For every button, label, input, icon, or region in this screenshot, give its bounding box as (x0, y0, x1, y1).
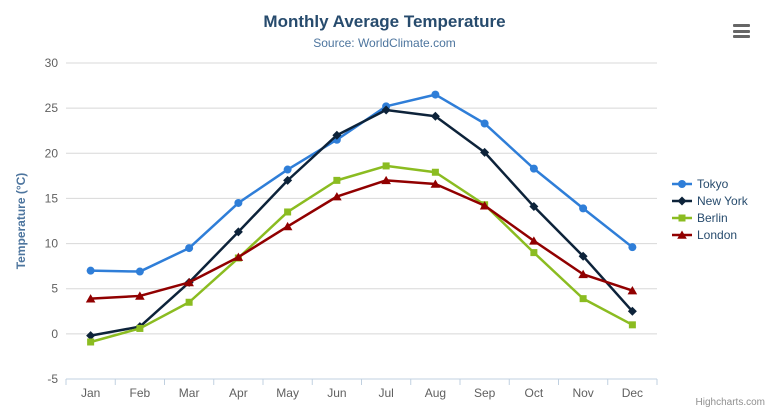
x-axis-label: Jun (327, 386, 346, 400)
data-point-london[interactable] (282, 221, 293, 231)
x-axis-label: Dec (622, 386, 643, 400)
y-axis-label: 10 (45, 237, 59, 251)
x-axis-label: Nov (572, 386, 593, 400)
y-axis-label: 30 (45, 56, 59, 70)
data-point-tokyo[interactable] (185, 244, 194, 253)
y-axis-label: 0 (51, 327, 58, 341)
data-point-berlin[interactable] (382, 162, 390, 170)
data-point-tokyo[interactable] (234, 198, 243, 207)
data-point-new-york[interactable] (381, 105, 391, 115)
legend-symbol-triangle-icon (672, 230, 692, 239)
y-axis-label: -5 (47, 372, 58, 386)
x-axis-label: Jan (81, 386, 100, 400)
y-axis-label: 20 (45, 146, 59, 160)
data-point-berlin[interactable] (136, 324, 144, 332)
data-point-berlin[interactable] (579, 295, 587, 303)
data-point-berlin[interactable] (530, 249, 538, 257)
hamburger-icon (733, 29, 750, 33)
chart-title: Monthly Average Temperature (263, 12, 506, 31)
data-point-london[interactable] (578, 269, 588, 279)
data-point-tokyo[interactable] (283, 165, 292, 174)
x-axis-label: Oct (525, 386, 544, 400)
data-point-new-york[interactable] (283, 175, 293, 185)
data-point-new-york[interactable] (578, 251, 588, 261)
legend-marker-new-york (677, 196, 687, 205)
data-point-london[interactable] (85, 294, 96, 303)
data-point-new-york[interactable] (332, 130, 342, 140)
legend-item-london[interactable]: London (672, 226, 748, 243)
series-line-tokyo (89, 93, 634, 273)
data-point-berlin[interactable] (333, 176, 341, 184)
series-line-london (89, 179, 634, 300)
legend-symbol-circle-icon (672, 179, 692, 188)
legend: Tokyo New York Berlin London (672, 175, 748, 243)
data-point-berlin[interactable] (185, 298, 193, 306)
data-point-berlin[interactable] (628, 321, 636, 329)
data-point-tokyo[interactable] (628, 243, 637, 252)
y-axis-label: 5 (51, 282, 58, 296)
data-point-tokyo[interactable] (529, 164, 538, 173)
data-point-tokyo[interactable] (480, 119, 489, 128)
hamburger-icon (733, 35, 750, 38)
legend-item-label: Tokyo (697, 176, 729, 191)
data-point-berlin[interactable] (284, 208, 292, 216)
data-point-london[interactable] (332, 192, 342, 201)
legend-marker-london (677, 230, 687, 239)
data-point-london[interactable] (381, 175, 391, 185)
data-point-berlin[interactable] (87, 338, 95, 346)
data-point-new-york[interactable] (480, 147, 490, 157)
data-point-berlin[interactable] (431, 168, 439, 176)
chart-subtitle: Source: WorldClimate.com (313, 36, 456, 50)
series-line-new-york (89, 108, 634, 337)
data-point-new-york[interactable] (233, 227, 243, 237)
data-point-london[interactable] (233, 252, 244, 261)
x-axis-label: Mar (179, 386, 200, 400)
data-point-london[interactable] (135, 291, 145, 300)
legend-item-label: London (697, 227, 738, 242)
data-point-new-york[interactable] (627, 306, 637, 316)
legend-marker-berlin (678, 214, 686, 221)
data-point-new-york[interactable] (86, 331, 96, 341)
y-axis-label: 15 (45, 191, 59, 205)
data-point-london[interactable] (479, 201, 490, 210)
legend-item-new-york[interactable]: New York (672, 192, 748, 209)
series-line-berlin (89, 164, 634, 344)
data-point-tokyo[interactable] (86, 266, 95, 275)
y-axis-title: Temperature (°C) (14, 173, 28, 270)
data-point-london[interactable] (627, 286, 638, 295)
legend-item-label: Berlin (697, 210, 728, 225)
export-menu-button[interactable] (733, 24, 750, 38)
x-axis-label: May (276, 386, 299, 400)
data-point-new-york[interactable] (430, 111, 440, 121)
credits-link[interactable]: Highcharts.com (695, 397, 765, 408)
x-axis-label: Feb (130, 386, 151, 400)
x-axis-label: Sep (474, 386, 496, 400)
legend-item-tokyo[interactable]: Tokyo (672, 175, 748, 192)
legend-item-label: New York (697, 193, 748, 208)
data-point-tokyo[interactable] (579, 204, 588, 213)
x-axis-label: Jul (378, 386, 393, 400)
data-point-tokyo[interactable] (135, 267, 144, 276)
legend-symbol-square-icon (672, 214, 692, 221)
data-point-london[interactable] (430, 179, 441, 188)
legend-item-berlin[interactable]: Berlin (672, 209, 748, 226)
x-axis-label: Apr (229, 386, 248, 400)
hamburger-icon (733, 24, 750, 27)
legend-symbol-diamond-icon (672, 196, 692, 205)
data-point-london[interactable] (529, 236, 539, 245)
legend-marker-tokyo (678, 179, 686, 188)
data-point-tokyo[interactable] (431, 90, 440, 99)
y-axis-label: 25 (45, 101, 59, 115)
data-point-london[interactable] (184, 277, 194, 287)
data-point-new-york[interactable] (529, 202, 539, 212)
x-axis-label: Aug (425, 386, 446, 400)
